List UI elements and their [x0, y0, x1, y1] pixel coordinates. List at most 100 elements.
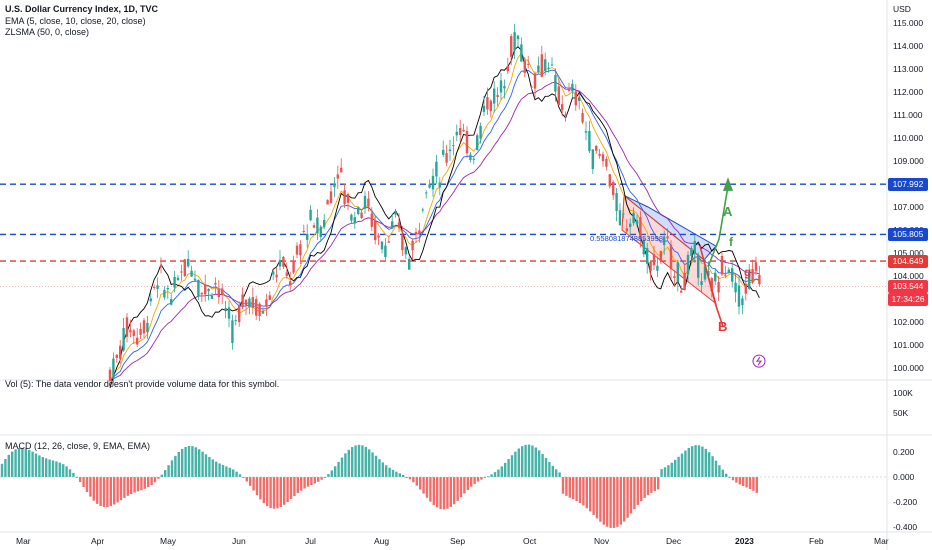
candle-body [669, 244, 673, 270]
candle-body [445, 153, 448, 163]
macd-bar [752, 477, 755, 491]
macd-bar [65, 466, 68, 477]
price-tag: 103.544 [888, 280, 928, 294]
macd-bar [629, 477, 633, 514]
candle-body [258, 303, 261, 316]
macd-bar [541, 453, 544, 477]
candle-body [394, 211, 397, 215]
macd-bar [79, 477, 82, 482]
macd-bar [313, 477, 316, 484]
candle-body [571, 83, 574, 92]
candle-body [221, 288, 224, 295]
candle-body [435, 161, 438, 177]
macd-bar [708, 452, 711, 477]
volume-axis: 100K 50K [893, 388, 913, 418]
candle-body [391, 221, 394, 229]
lightning-icon [752, 354, 766, 368]
candle-body [652, 254, 656, 266]
macd-bar [177, 451, 180, 477]
macd-bar [439, 477, 442, 510]
candle-body [241, 294, 244, 308]
macd-bar [102, 477, 106, 508]
macd-bar [371, 452, 374, 477]
macd-bar [208, 456, 211, 477]
candle-body [448, 149, 452, 152]
macd-bar [75, 477, 78, 478]
candle-body [248, 298, 251, 308]
macd-bar [381, 462, 384, 477]
macd-bar [51, 460, 55, 477]
macd-bar [174, 455, 177, 477]
macd-bar [599, 477, 602, 522]
candle-body [309, 209, 312, 221]
macd-bar [238, 474, 242, 477]
macd-bar [221, 464, 225, 477]
legend-ema: EMA (5, close, 10, close, 20, close) [5, 16, 146, 26]
macd-bar [283, 477, 286, 505]
candle-body [472, 158, 475, 160]
candle-body [482, 105, 486, 112]
time-label: Mar [874, 536, 889, 546]
candle-body [132, 330, 135, 336]
macd-bar [21, 447, 24, 477]
macd-bar [609, 477, 612, 528]
macd-bar [0, 463, 4, 477]
candle-body [496, 94, 499, 98]
candle-body [530, 86, 533, 88]
macd-bar [714, 460, 718, 477]
macd-bar [582, 477, 585, 506]
candle-body [578, 97, 581, 101]
candle-body [659, 250, 662, 262]
candle-body [476, 135, 479, 150]
macd-bar [153, 477, 157, 483]
macd-bar [255, 477, 259, 496]
candle-body [720, 255, 724, 275]
macd-bar [538, 450, 541, 477]
candle-body [329, 191, 333, 203]
candle-body [452, 145, 455, 147]
candle-body [302, 231, 305, 233]
candle-body [384, 245, 387, 257]
candle-body [533, 73, 537, 89]
candle-body [200, 292, 203, 295]
candle-body [404, 247, 407, 255]
candle-body [350, 214, 353, 221]
macd-bar [657, 477, 660, 490]
macd-bar [650, 477, 653, 493]
candle-body [724, 274, 727, 276]
candle-body [506, 65, 509, 72]
macd-bar [565, 477, 568, 496]
candle-body [455, 131, 458, 136]
candle-body [503, 86, 506, 89]
price-tag: 105.805 [888, 228, 928, 242]
candle-body [686, 254, 690, 275]
macd-bar [585, 477, 588, 509]
candle-body [227, 307, 231, 319]
macd-bar [48, 459, 51, 477]
candle-body [425, 192, 428, 194]
macd-bar [378, 459, 381, 477]
macd-bar [456, 477, 459, 501]
time-label: Feb [809, 536, 824, 546]
macd-bar [119, 477, 123, 501]
macd-bar [718, 465, 721, 477]
macd-bar [704, 448, 707, 477]
macd-tick: -0.400 [893, 522, 917, 532]
macd-bar [612, 477, 616, 528]
macd-bar [259, 477, 262, 500]
macd-bar [337, 461, 340, 477]
candle-body [588, 130, 591, 152]
candle-body [197, 280, 200, 296]
candle-body [666, 236, 669, 239]
candle-body [316, 217, 319, 234]
macd-bar [466, 477, 469, 490]
candle-body [581, 113, 584, 123]
price-tick: 107.000 [893, 202, 924, 212]
macd-bar [453, 477, 456, 505]
candle-body [516, 35, 520, 40]
macd-bar [395, 471, 398, 477]
macd-bar [170, 460, 174, 477]
macd-bar [276, 477, 279, 509]
candle-body [244, 299, 248, 306]
